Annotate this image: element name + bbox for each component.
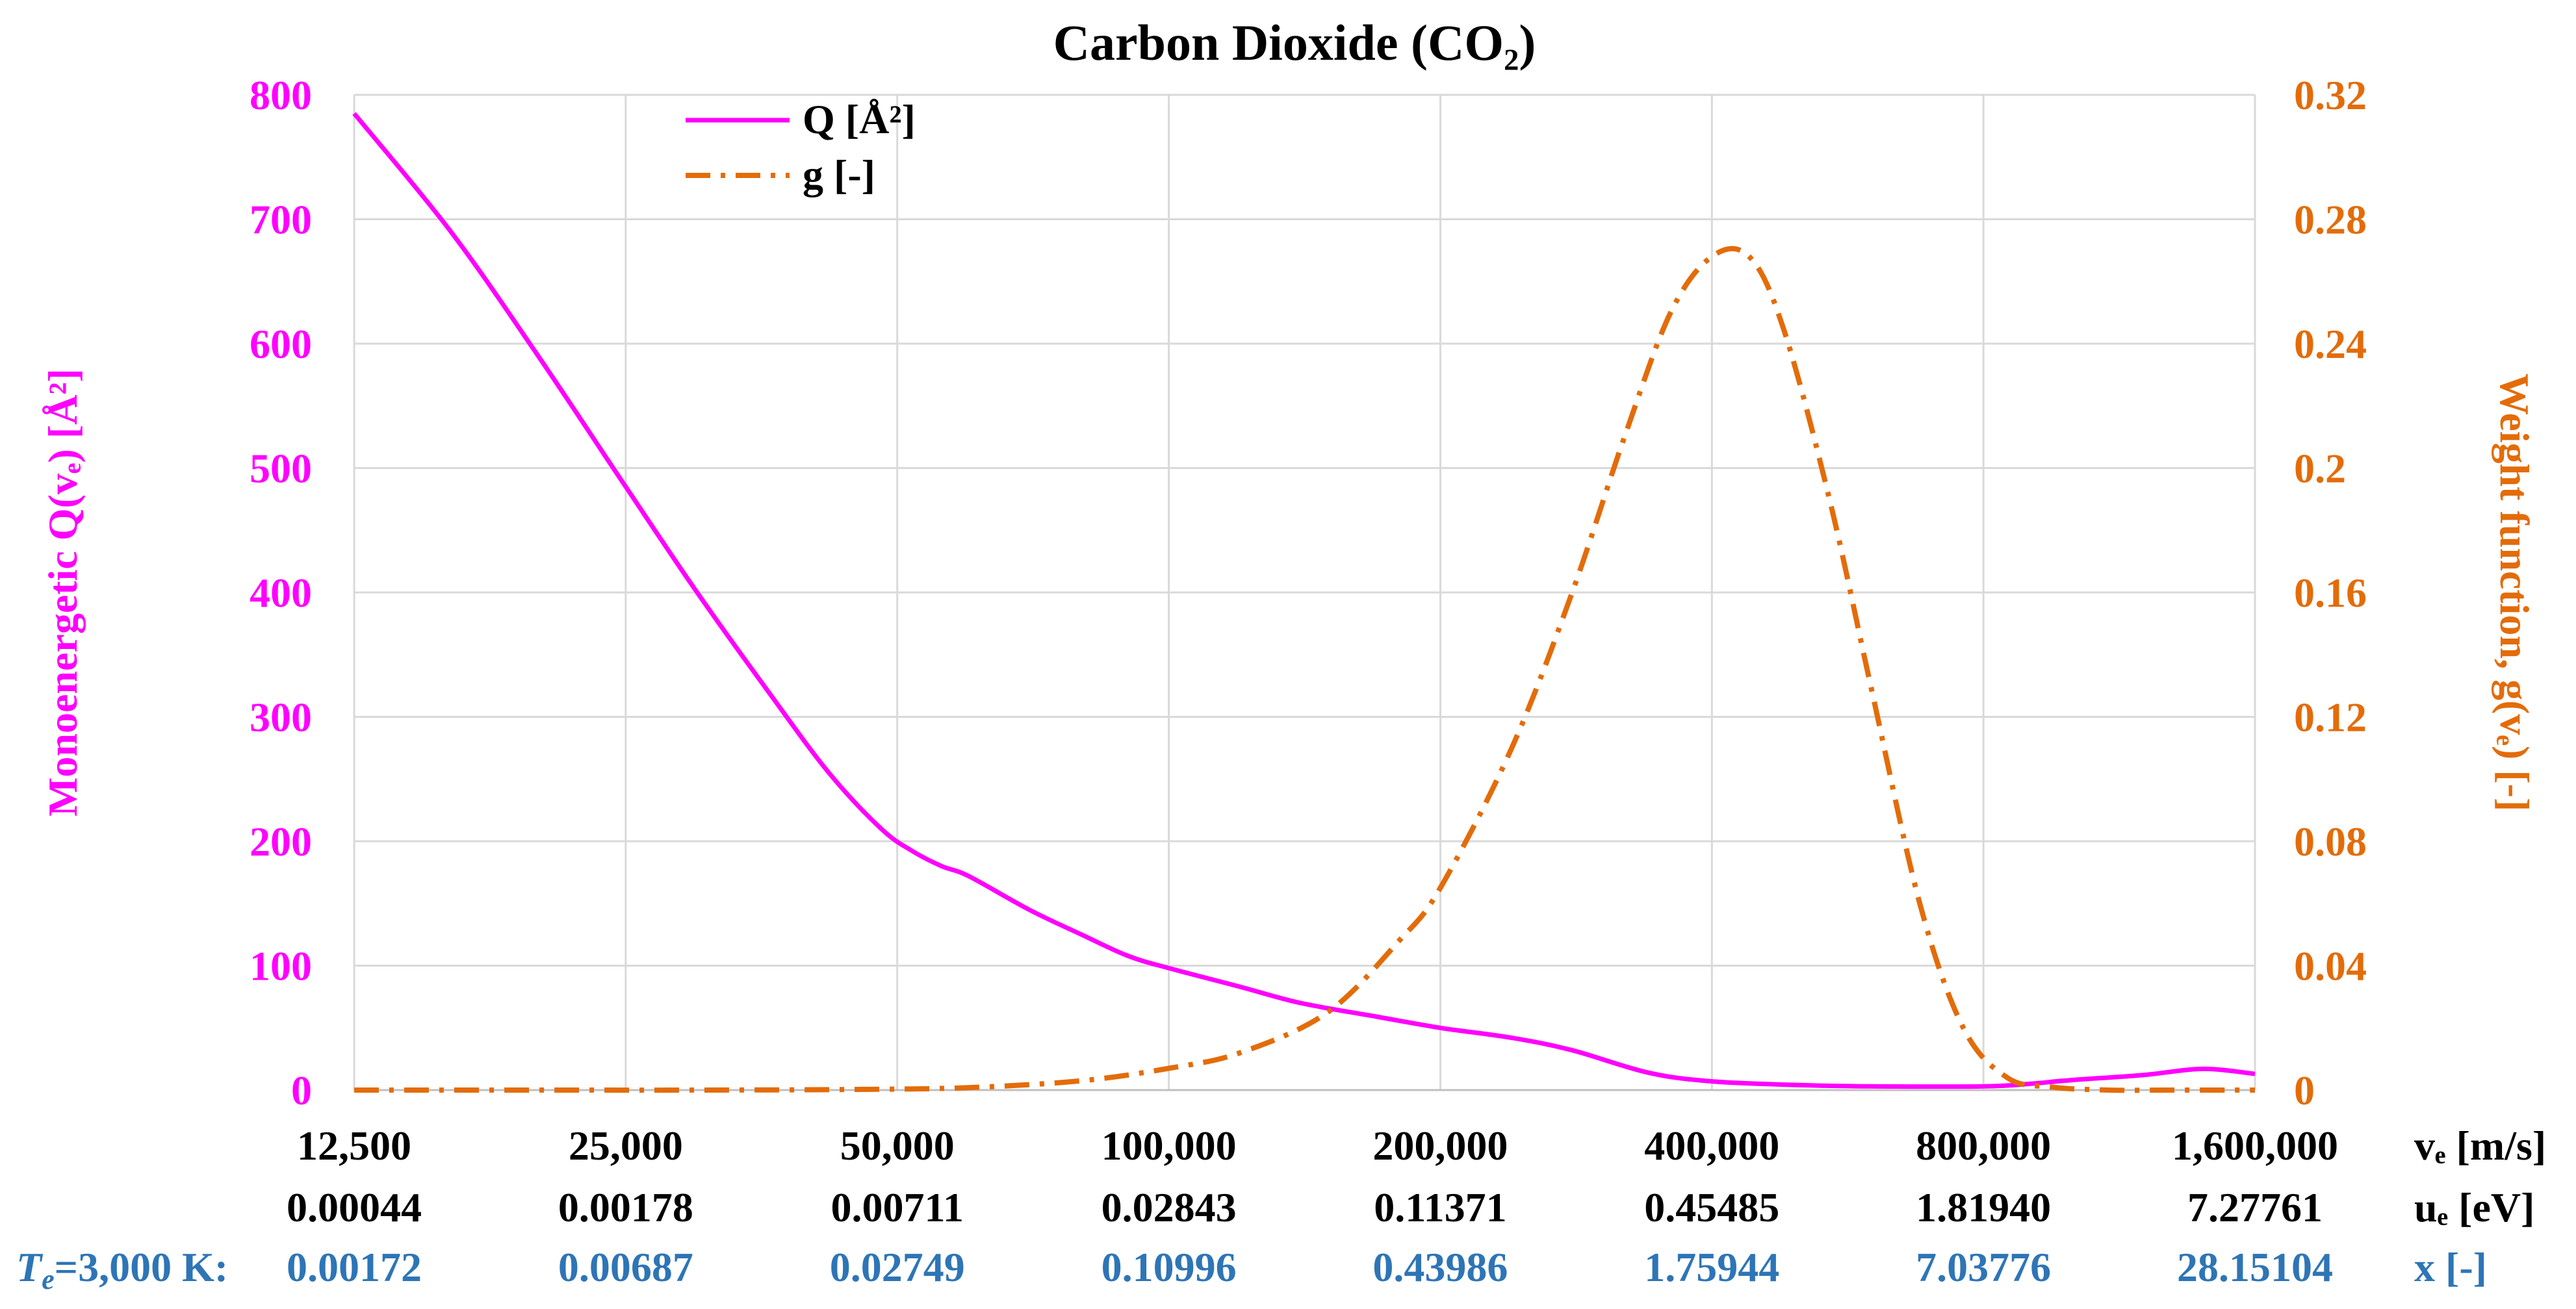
- x-tick-label-ve: 400,000: [1644, 1123, 1779, 1169]
- y-left-tick-label: 700: [250, 197, 312, 243]
- x-tick-label-ve: 100,000: [1101, 1123, 1237, 1169]
- legend-label-g: g [-]: [803, 151, 875, 197]
- x-tick-label-ue: 0.45485: [1644, 1184, 1779, 1230]
- x-tick-label-ve: 50,000: [840, 1123, 955, 1169]
- y-left-tick-label: 800: [250, 72, 312, 118]
- x-tick-label-ue: 1.81940: [1916, 1184, 2051, 1230]
- x-tick-label-ve: 12,500: [297, 1123, 411, 1169]
- legend: Q [Å²] g [-]: [686, 96, 916, 197]
- y-right-tick-label: 0.08: [2294, 819, 2367, 865]
- temperature-value: =3,000 K:: [55, 1244, 229, 1290]
- x-tick-label-x: 0.00172: [287, 1244, 422, 1290]
- x-tick-label-x: 7.03776: [1916, 1244, 2051, 1290]
- x-tick-label-x: 28.15104: [2177, 1244, 2333, 1290]
- series-line-q: [352, 112, 2256, 1089]
- y-left-tick-label: 600: [250, 321, 312, 367]
- y-left-axis-title: Monoenergetic Q(vₑ) [Å²]: [40, 368, 86, 817]
- temperature-symbol: T: [16, 1244, 44, 1290]
- gridlines: [353, 94, 2256, 1091]
- x-tick-label-x: 1.75944: [1644, 1244, 1779, 1290]
- y-left-tick-label: 0: [291, 1067, 312, 1113]
- y-right-tick-label: 0.2: [2294, 446, 2346, 492]
- y-left-tick-label: 200: [250, 819, 312, 865]
- y-right-tick-label: 0: [2294, 1067, 2315, 1113]
- y-right-axis-title: Weight function, g(vₑ) [-]: [2492, 374, 2538, 811]
- y-right-tick-label: 0.28: [2294, 197, 2367, 243]
- x-unit-label-ue: uₑ [eV]: [2414, 1184, 2534, 1230]
- temperature-label: Te=3,000 K:: [16, 1244, 228, 1295]
- y-right-tick-label: 0.04: [2294, 943, 2367, 989]
- temperature-subscript: e: [42, 1264, 55, 1295]
- x-tick-label-ve: 800,000: [1916, 1123, 2051, 1169]
- x-unit-label-x: x [-]: [2414, 1244, 2487, 1290]
- x-tick-label-x: 0.00687: [558, 1244, 693, 1290]
- y-right-tick-label: 0.24: [2294, 321, 2367, 367]
- axes: 0 0 100 0.04 200 0.08 300 0.12 400 0.16 500 0.2 600 0…: [16, 72, 2546, 1295]
- x-unit-label-ve: vₑ [m/s]: [2414, 1123, 2546, 1169]
- y-left-tick-label: 500: [250, 446, 312, 492]
- y-right-tick-label: 0.32: [2294, 72, 2367, 118]
- chart-title: Carbon Dioxide (CO₂): [1053, 14, 1536, 71]
- x-tick-label-x: 0.10996: [1101, 1244, 1237, 1290]
- x-tick-label-ve: 1,600,000: [2172, 1123, 2338, 1169]
- x-tick-label-x: 0.02749: [830, 1244, 965, 1290]
- y-right-tick-label: 0.16: [2294, 570, 2367, 616]
- x-tick-label-ve: 200,000: [1372, 1123, 1508, 1169]
- x-tick-label-ue: 0.11371: [1374, 1184, 1506, 1230]
- x-tick-label-ue: 0.00044: [287, 1184, 422, 1230]
- x-tick-label-ue: 7.27761: [2187, 1184, 2323, 1230]
- y-left-tick-label: 100: [250, 943, 312, 989]
- series-group: [352, 112, 2256, 1093]
- x-tick-label-ve: 25,000: [569, 1123, 683, 1169]
- y-left-tick-label: 400: [250, 570, 312, 616]
- y-right-tick-label: 0.12: [2294, 694, 2367, 741]
- x-tick-label-ue: 0.00178: [558, 1184, 693, 1230]
- x-tick-label-ue: 0.02843: [1101, 1184, 1237, 1230]
- x-tick-label-ue: 0.00711: [831, 1184, 963, 1230]
- series-line-g: [354, 246, 2255, 1093]
- y-left-tick-label: 300: [250, 694, 312, 741]
- legend-label-q: Q [Å²]: [803, 96, 916, 142]
- x-tick-label-x: 0.43986: [1372, 1244, 1508, 1290]
